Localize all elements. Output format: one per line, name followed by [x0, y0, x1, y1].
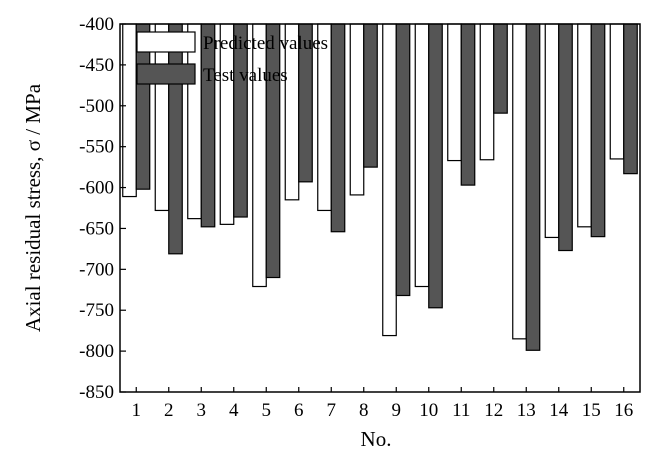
- x-tick-label-15: 15: [582, 400, 601, 421]
- x-axis-title: No.: [361, 427, 392, 451]
- bar-test-8: [363, 23, 378, 168]
- y-tick-label--550: -550: [79, 137, 114, 158]
- bar-test-15: [590, 23, 606, 238]
- bar-test-3: [200, 23, 216, 228]
- x-tick-label-10: 10: [419, 400, 438, 421]
- bar-predicted-9: [382, 23, 397, 337]
- bar-test-5: [265, 23, 281, 279]
- y-tick-label--450: -450: [79, 55, 114, 76]
- bar-predicted-1: [122, 23, 137, 198]
- bar-test-14: [558, 23, 573, 252]
- bar-predicted-13: [512, 23, 527, 340]
- bar-predicted-12: [479, 23, 495, 161]
- bar-test-2: [168, 23, 183, 255]
- x-tick-label-3: 3: [197, 400, 207, 421]
- x-tick-label-6: 6: [294, 400, 304, 421]
- ticks-layer: 1 2 3 4 5 6 7 8 9 10 11 12 13 14 15 16-400-450-500-550-…: [79, 14, 633, 421]
- legend-swatch-predicted: [136, 31, 196, 53]
- bar-predicted-10: [414, 23, 430, 288]
- y-tick-label--700: -700: [79, 259, 114, 280]
- y-tick-label--850: -850: [79, 382, 114, 403]
- legend-swatch-test: [136, 63, 196, 85]
- bar-test-7: [330, 23, 346, 233]
- x-tick-label-9: 9: [392, 400, 402, 421]
- x-tick-label-1: 1: [132, 400, 142, 421]
- bar-predicted-14: [544, 23, 560, 239]
- legend-label-predicted: Predicted values: [203, 33, 328, 54]
- x-tick-label-12: 12: [484, 400, 503, 421]
- bar-predicted-3: [187, 23, 202, 220]
- bar-test-10: [428, 23, 443, 309]
- bar-test-11: [460, 23, 476, 186]
- bars-layer: [122, 23, 638, 351]
- y-tick-label--750: -750: [79, 300, 114, 321]
- bar-predicted-11: [447, 23, 462, 162]
- y-tick-label--400: -400: [79, 14, 114, 35]
- y-tick-label--650: -650: [79, 218, 114, 239]
- bar-predicted-15: [577, 23, 592, 228]
- y-axis-title: Axial residual stress, σ / MPa: [21, 83, 45, 332]
- y-tick-label--600: -600: [79, 178, 114, 199]
- plot-frame: [119, 23, 641, 393]
- x-tick-label-5: 5: [262, 400, 272, 421]
- x-tick-label-13: 13: [517, 400, 536, 421]
- bar-predicted-4: [219, 23, 235, 225]
- bar-predicted-5: [252, 23, 267, 288]
- bar-test-9: [395, 23, 411, 297]
- bar-test-13: [525, 23, 541, 351]
- x-tick-label-7: 7: [327, 400, 337, 421]
- x-tick-label-2: 2: [164, 400, 174, 421]
- y-tick-label--500: -500: [79, 96, 114, 117]
- bar-test-12: [493, 23, 508, 114]
- legend-label-test: Test values: [203, 65, 288, 86]
- x-tick-label-4: 4: [229, 400, 239, 421]
- x-tick-label-16: 16: [614, 400, 633, 421]
- bar-predicted-8: [349, 23, 365, 196]
- x-tick-label-11: 11: [452, 400, 470, 421]
- bar-test-16: [623, 23, 638, 175]
- x-tick-label-8: 8: [359, 400, 369, 421]
- legend: Predicted values Test values: [136, 31, 328, 86]
- bar-predicted-16: [609, 23, 625, 160]
- y-tick-label--800: -800: [79, 341, 114, 362]
- x-tick-label-14: 14: [549, 400, 569, 421]
